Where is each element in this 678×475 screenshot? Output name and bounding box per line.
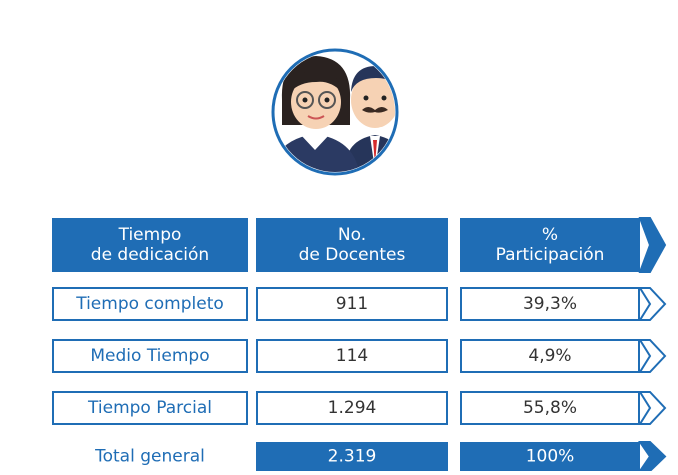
header-text: No. bbox=[338, 225, 366, 245]
total-text: 100% bbox=[526, 447, 575, 467]
cell-text: Medio Tiempo bbox=[90, 346, 209, 366]
teachers-icon bbox=[271, 48, 399, 176]
header-cell bbox=[52, 218, 248, 272]
cell-text: Tiempo completo bbox=[75, 294, 224, 314]
total-cell bbox=[256, 442, 448, 471]
cell bbox=[52, 287, 248, 321]
total-cell bbox=[460, 442, 640, 471]
cell-text: 55,8% bbox=[523, 398, 577, 418]
header-text: de dedicación bbox=[91, 245, 209, 265]
pencil-tip bbox=[638, 217, 667, 273]
header-cell bbox=[256, 218, 448, 272]
total-text: Total general bbox=[94, 447, 205, 467]
pencil-tip bbox=[638, 391, 667, 425]
header-text: Tiempo bbox=[118, 225, 182, 245]
cell-text: 4,9% bbox=[528, 346, 571, 366]
cell bbox=[256, 339, 448, 373]
pencil-tip bbox=[638, 441, 667, 472]
header-text: % bbox=[542, 225, 558, 245]
cell-text: 911 bbox=[336, 294, 368, 314]
cell bbox=[52, 391, 248, 425]
cell bbox=[256, 391, 448, 425]
header-text: Participación bbox=[496, 245, 605, 265]
total-text: 2.319 bbox=[328, 447, 377, 467]
cell bbox=[52, 339, 248, 373]
cell-text: 1.294 bbox=[328, 398, 377, 418]
cell-text: Tiempo Parcial bbox=[87, 398, 212, 418]
cell bbox=[256, 287, 448, 321]
cell bbox=[460, 287, 640, 321]
header-text: de Docentes bbox=[299, 245, 406, 265]
cell bbox=[460, 391, 640, 425]
header-cell bbox=[460, 218, 640, 272]
cell-text: 39,3% bbox=[523, 294, 577, 314]
pencil-tip bbox=[638, 287, 667, 321]
cell-text: 114 bbox=[336, 346, 368, 366]
cell bbox=[460, 339, 640, 373]
pencil-tip bbox=[638, 339, 667, 373]
